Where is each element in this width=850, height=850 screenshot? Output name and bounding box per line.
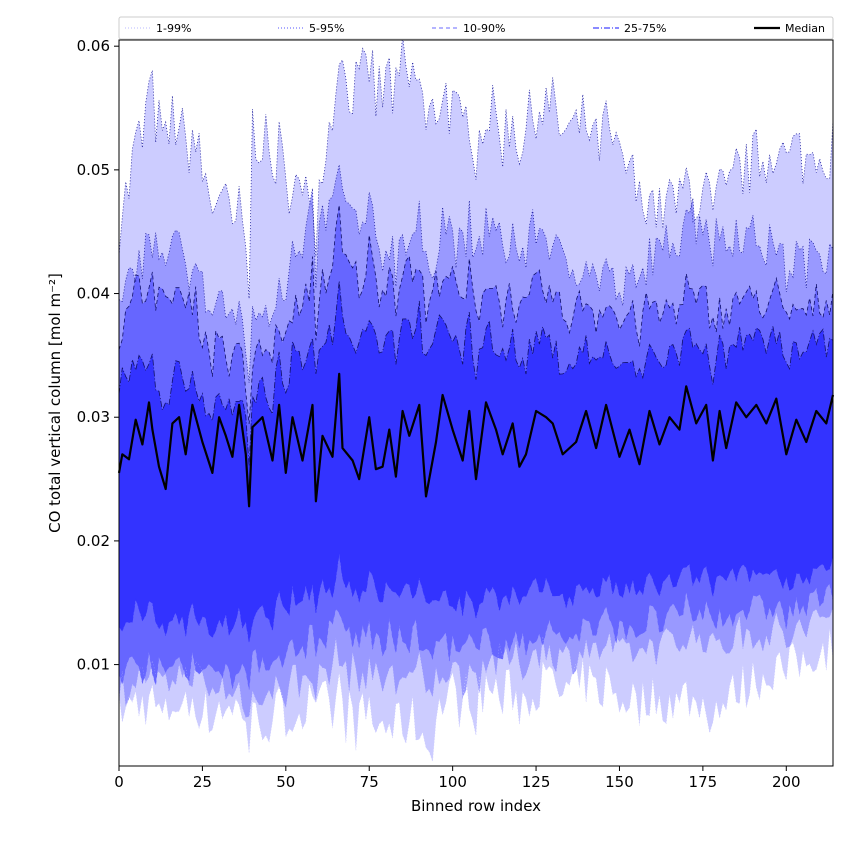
y-axis-label: CO total vertical column [mol m⁻²] [46,273,64,533]
median-layer [117,372,835,508]
legend-box [118,16,834,40]
y-tick-label: 0.01 [77,656,110,674]
band-25-75% [119,281,833,643]
x-tick-label: 175 [689,773,718,791]
legend-label: 10-90% [463,22,505,35]
band-lower-edge-25-75% [118,553,834,643]
legend-label: 25-75% [624,22,666,35]
x-axis-label: Binned row index [411,797,541,815]
x-axis: 0 25 50 75 100 125 150 175 200 [114,766,801,791]
median-line [117,372,835,508]
band-upper-edge-5-95% [118,164,834,383]
band-lower-edge-10-90% [118,583,834,690]
y-tick-label: 0.04 [77,285,110,303]
legend-label: 5-95% [309,22,344,35]
band-lower-edge-1-99% [118,628,834,762]
band-upper-edge-1-99% [118,35,834,299]
x-tick-label: 25 [193,773,212,791]
x-tick-label: 0 [114,773,124,791]
legend: 1-99% 5-95% 10-90% 25-75% Median [118,16,834,40]
x-tick-label: 50 [276,773,295,791]
percentile-bands [119,35,833,762]
y-tick-label: 0.06 [77,37,110,55]
band-lower-edge-5-95% [118,607,834,718]
band-upper-edge-25-75% [118,280,834,466]
y-tick-label: 0.05 [77,161,110,179]
y-axis: 0.01 0.02 0.03 0.04 0.05 0.06 [77,37,119,674]
x-tick-label: 75 [360,773,379,791]
legend-label: 1-99% [156,22,191,35]
y-tick-label: 0.03 [77,408,110,426]
band-edges [118,35,834,762]
legend-label: Median [785,22,825,35]
x-tick-label: 150 [605,773,634,791]
plot-frame [118,39,834,767]
x-tick-label: 100 [438,773,467,791]
x-tick-label: 200 [772,773,801,791]
y-tick-label: 0.02 [77,532,110,550]
band-upper-edge-10-90% [118,204,834,424]
x-tick-label: 125 [522,773,551,791]
